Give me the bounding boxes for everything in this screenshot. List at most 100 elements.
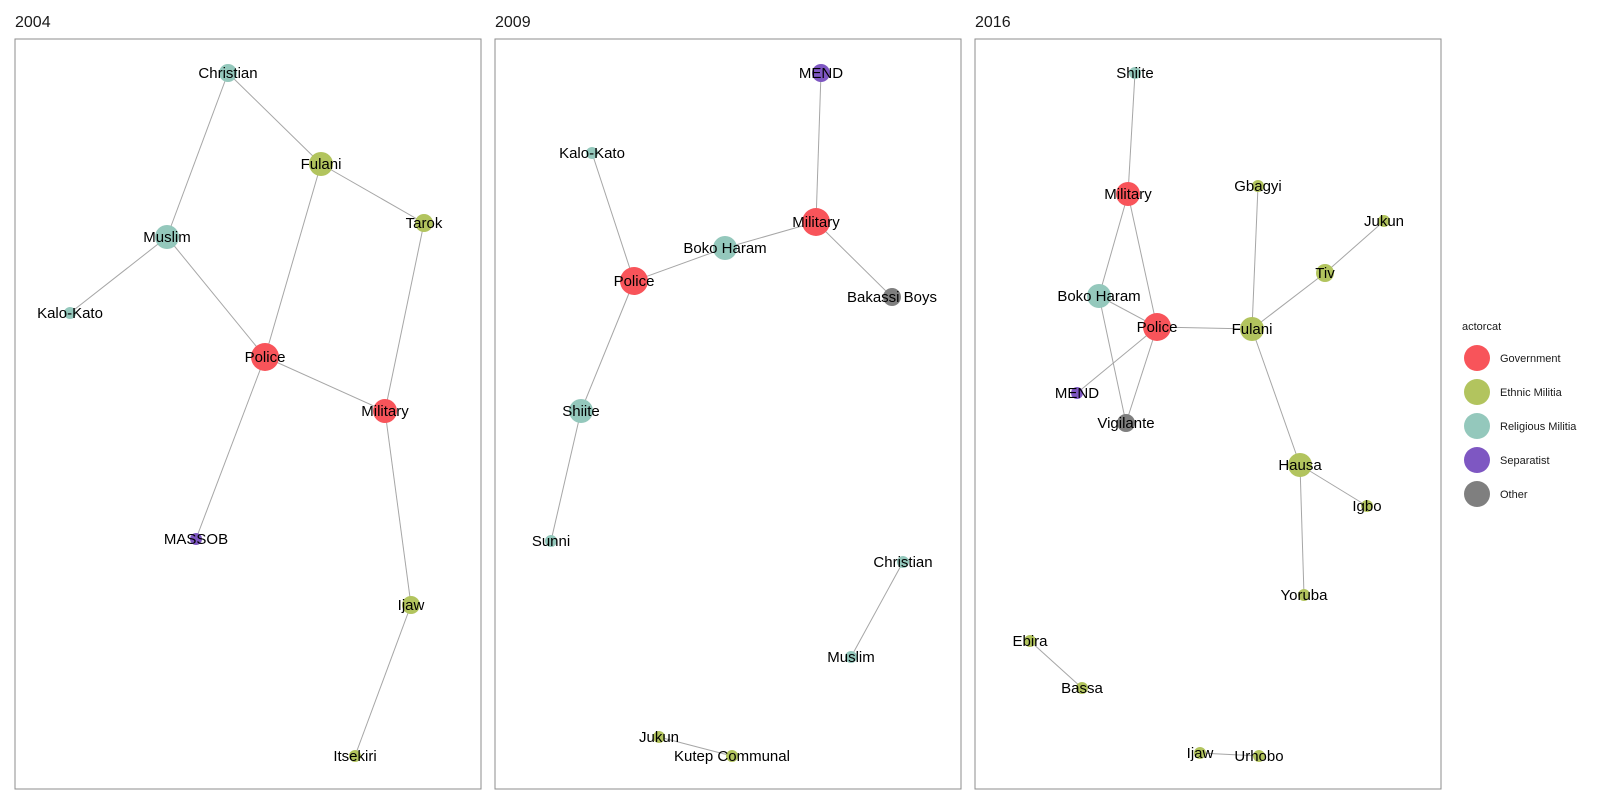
- edge-police-mend: [1076, 326, 1158, 394]
- node-hausa: [1288, 453, 1312, 477]
- node-muslim: [155, 225, 179, 249]
- legend: actorcat Government Ethnic Militia Religio…: [1462, 321, 1577, 507]
- legend-label-separatist: Separatist: [1500, 455, 1550, 467]
- node-gbagyi: [1252, 180, 1264, 192]
- node-label-bassa: Bassa: [1061, 680, 1103, 697]
- edges: [69, 72, 425, 757]
- node-label-gbagyi: Gbagyi: [1234, 178, 1282, 195]
- edge-police-shiite: [580, 280, 635, 412]
- node-label-christian: Christian: [873, 554, 932, 571]
- edge-fulani-tiv: [1251, 272, 1326, 330]
- legend-label-religious-militia: Religious Militia: [1500, 421, 1577, 433]
- edge-military-police: [1127, 193, 1158, 328]
- nodes: Shiite Military Gbagyi Jukun Tiv Boko Haram Po…: [1012, 65, 1404, 765]
- edge-christian-muslim: [850, 561, 904, 658]
- node-fulani: [309, 152, 333, 176]
- edge-kalo-kato-police: [591, 152, 635, 282]
- node-label-massob: MASSOB: [164, 531, 228, 548]
- node-label-sunni: Sunni: [532, 533, 570, 550]
- legend-title: actorcat: [1462, 321, 1501, 333]
- edge-police-massob: [195, 356, 266, 540]
- legend-key-separatist: [1464, 447, 1490, 473]
- edge-christian-fulani: [227, 72, 322, 165]
- panel-title: 2009: [495, 14, 531, 31]
- legend-key-religious-militia: [1464, 413, 1490, 439]
- node-yoruba: [1298, 589, 1310, 601]
- node-label-jukun: Jukun: [639, 729, 679, 746]
- node-igbo: [1361, 500, 1373, 512]
- node-vigilante: [1117, 414, 1135, 432]
- edge-christian-muslim: [166, 72, 229, 238]
- node-police: [1143, 313, 1171, 341]
- node-christian: [219, 64, 237, 82]
- node-label-ijaw: Ijaw: [1187, 745, 1214, 762]
- node-label-fulani: Fulani: [301, 156, 342, 173]
- edge-hausa-yoruba: [1299, 464, 1305, 596]
- node-military: [1116, 182, 1140, 206]
- node-label-mend: MEND: [799, 65, 843, 82]
- node-label-police: Police: [245, 349, 286, 366]
- node-ijaw: [1194, 747, 1206, 759]
- node-jukun: [1378, 215, 1390, 227]
- panels: 2004 Christian Fulani Tarok Muslim Kalo-Kato P…: [14, 14, 1442, 790]
- node-label-shiite: Shiite: [1116, 65, 1154, 82]
- node-military: [373, 399, 397, 423]
- node-label-ijaw: Ijaw: [398, 597, 425, 614]
- node-label-police: Police: [1137, 319, 1178, 336]
- node-label-jukun: Jukun: [1364, 213, 1404, 230]
- node-police: [620, 267, 648, 295]
- node-label-police: Police: [614, 273, 655, 290]
- node-label-yoruba: Yoruba: [1281, 587, 1329, 604]
- edge-military-boko-haram: [724, 221, 817, 249]
- edge-tiv-jukun: [1324, 220, 1385, 274]
- node-kalo-kato: [64, 307, 76, 319]
- node-label-military: Military: [792, 214, 840, 231]
- node-mend: [812, 64, 830, 82]
- panel-2016: 2016 Shiite Military Gbagyi Jukun Tiv Boko Har…: [974, 14, 1442, 790]
- node-label-tiv: Tiv: [1315, 265, 1335, 282]
- edge-police-boko-haram: [633, 247, 726, 282]
- node-label-shiite: Shiite: [562, 403, 600, 420]
- edge-fulani-tarok: [320, 163, 425, 224]
- edge-military-ijaw: [384, 410, 412, 606]
- node-label-kalo-kato: Kalo-Kato: [37, 305, 103, 322]
- node-ebira: [1024, 635, 1036, 647]
- node-christian: [897, 556, 909, 568]
- node-label-muslim: Muslim: [827, 649, 875, 666]
- node-label-boko-haram: Boko Haram: [683, 240, 766, 257]
- node-kalo-kato: [586, 147, 598, 159]
- node-sunni: [545, 535, 557, 547]
- edge-fulani-gbagyi: [1251, 185, 1259, 330]
- node-tarok: [415, 214, 433, 232]
- node-label-fulani: Fulani: [1232, 321, 1273, 338]
- node-muslim: [845, 651, 857, 663]
- node-label-military: Military: [361, 403, 409, 420]
- panel-2004: 2004 Christian Fulani Tarok Muslim Kalo-Kato P…: [14, 14, 482, 790]
- edges: [550, 72, 904, 757]
- node-label-kutep-communal: Kutep Communal: [674, 748, 790, 765]
- legend-key-ethnic-militia: [1464, 379, 1490, 405]
- node-label-boko-haram: Boko Haram: [1057, 288, 1140, 305]
- legend-label-government: Government: [1500, 353, 1561, 365]
- edge-muslim-kalo-kato: [69, 236, 168, 314]
- edge-shiite-military: [1127, 72, 1136, 195]
- edge-ebira-bassa: [1029, 640, 1083, 689]
- edge-boko-haram-vigilante: [1098, 295, 1127, 424]
- panel-title: 2004: [15, 14, 51, 31]
- node-label-vigilante: Vigilante: [1097, 415, 1154, 432]
- node-bakassi-boys: [883, 288, 901, 306]
- edge-shiite-sunni: [550, 410, 582, 542]
- edge-muslim-police: [166, 236, 266, 358]
- legend-label-other: Other: [1500, 489, 1528, 501]
- node-massob: [190, 533, 202, 545]
- node-label-tarok: Tarok: [406, 215, 443, 232]
- node-fulani: [1240, 317, 1264, 341]
- edge-ijaw-itsekiri: [354, 604, 412, 757]
- node-shiite: [569, 399, 593, 423]
- nodes: MEND Kalo-Kato Military Boko Haram Police Bak…: [532, 64, 937, 765]
- node-itsekiri: [349, 750, 361, 762]
- edge-military-boko-haram: [1098, 193, 1129, 297]
- node-label-igbo: Igbo: [1352, 498, 1381, 515]
- edge-ijaw-urhobo: [1199, 752, 1260, 757]
